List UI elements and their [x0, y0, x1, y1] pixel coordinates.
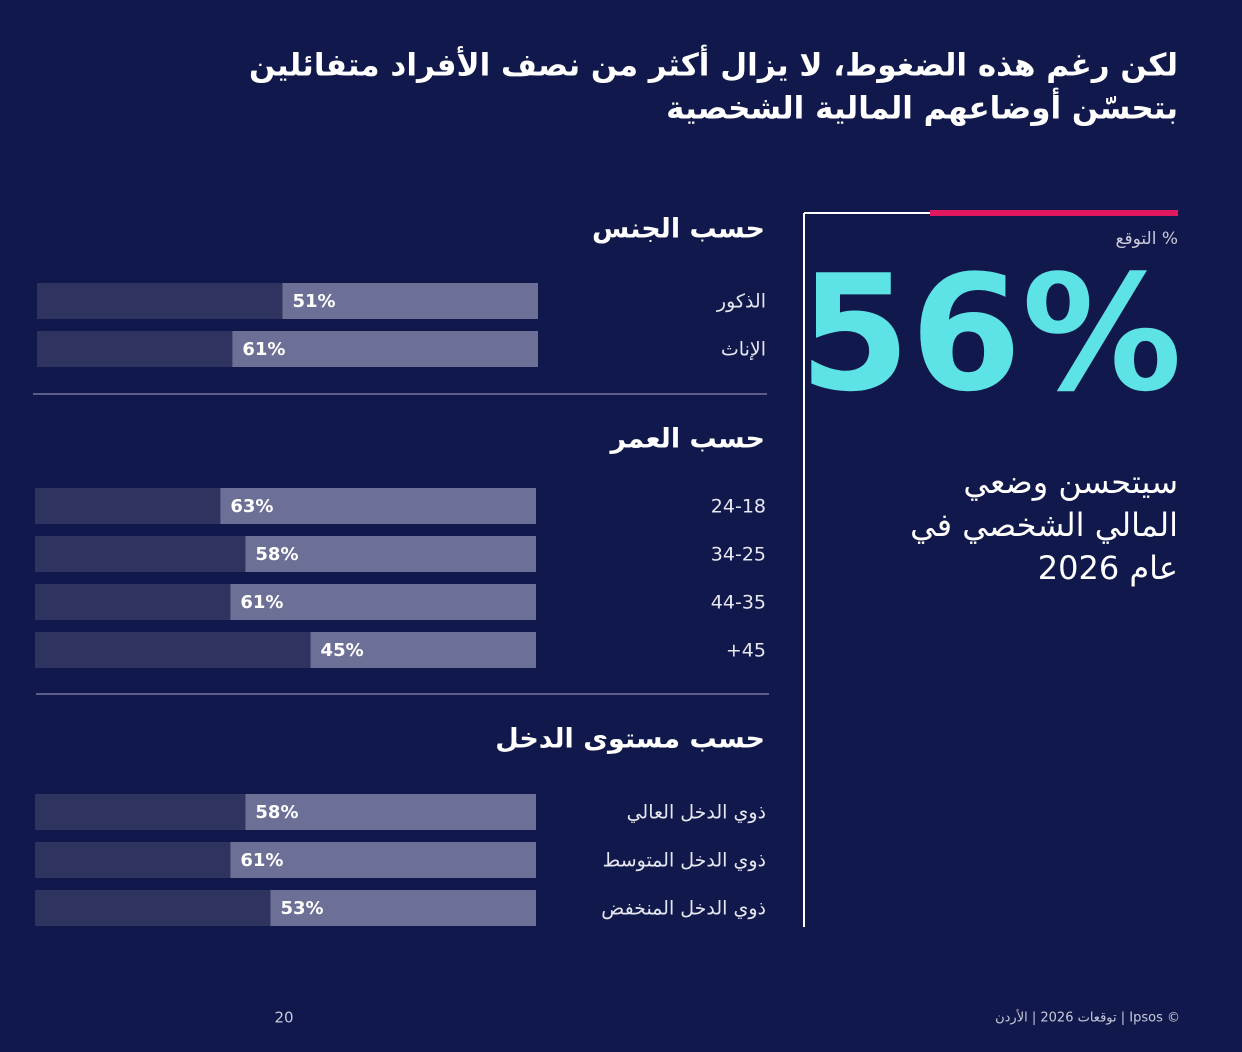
category-label: 34-25 [711, 544, 766, 566]
category-label: ذوي الدخل العالي [627, 802, 766, 824]
bar [232, 331, 538, 367]
category-label: الذكور [716, 291, 766, 313]
highlight-text: المالي الشخصي في [910, 506, 1178, 544]
bar [282, 283, 538, 319]
category-label: 44-35 [711, 592, 766, 614]
section-title: حسب الجنس [592, 214, 765, 245]
category-label: 24-18 [711, 496, 766, 518]
title-line: بتحسّن أوضاعهم المالية الشخصية [666, 88, 1178, 127]
value-label: 45% [321, 640, 364, 661]
section-title: حسب مستوى الدخل [495, 724, 765, 755]
value-label: 61% [240, 850, 283, 871]
bar [270, 890, 536, 926]
value-label: 51% [292, 291, 335, 312]
value-label: 53% [280, 898, 323, 919]
highlight-figure: 56% [799, 240, 1182, 427]
highlight-text: سيتحسن وضعي [963, 463, 1178, 501]
highlight-caption: % التوقع [1115, 229, 1178, 249]
value-label: 61% [240, 592, 283, 613]
bar [220, 488, 536, 524]
footer-credit: © Ipsos | توقعات 2026 | الأردن [995, 1009, 1180, 1026]
category-label: ذوي الدخل المنخفض [601, 898, 766, 920]
category-label: الإناث [721, 339, 766, 361]
bar [230, 842, 536, 878]
highlight-text: عام 2026 [1038, 549, 1178, 587]
value-label: 58% [255, 802, 298, 823]
section-title: حسب العمر [609, 424, 765, 455]
bar [310, 632, 536, 668]
category-label: +45 [726, 640, 766, 662]
title-line: لكن رغم هذه الضغوط، لا يزال أكثر من نصف … [249, 45, 1178, 84]
bar [245, 794, 537, 830]
bar [245, 536, 537, 572]
page-number: 20 [274, 1009, 293, 1027]
value-label: 58% [255, 544, 298, 565]
bar [230, 584, 536, 620]
category-label: ذوي الدخل المتوسط [603, 850, 766, 872]
value-label: 61% [242, 339, 285, 360]
value-label: 63% [230, 496, 273, 517]
